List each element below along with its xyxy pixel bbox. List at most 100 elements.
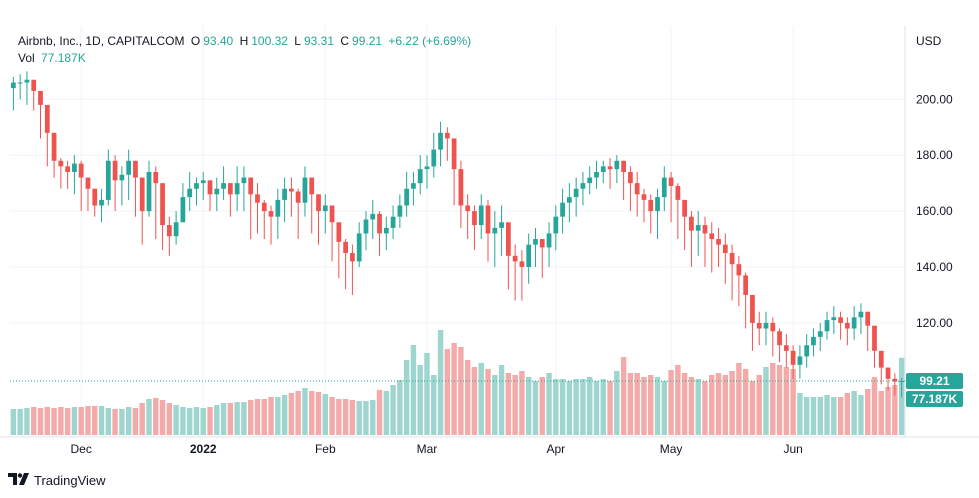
volume-bar [98, 406, 105, 435]
volume-bar [546, 373, 552, 435]
candle-body [621, 160, 626, 172]
candle-body [512, 255, 518, 262]
last-price-badge: 99.21 [906, 373, 963, 389]
tradingview-footer[interactable]: TradingView [8, 472, 106, 489]
change-value: +6.22 (+6.69%) [388, 34, 472, 48]
volume-bar [247, 400, 254, 435]
candle-body [811, 336, 816, 346]
volume-bar [159, 400, 166, 435]
volume-bar [858, 395, 864, 435]
volume-bar [31, 407, 37, 435]
volume-label[interactable]: Vol [18, 51, 35, 65]
candle-body [756, 322, 762, 329]
candle-body [404, 188, 410, 206]
volume-bar [349, 400, 356, 435]
volume-bar [580, 379, 586, 435]
candle-body [417, 169, 423, 184]
volume-bar [342, 399, 349, 435]
candle-body [872, 325, 877, 351]
volume-bar [220, 403, 227, 435]
candle-body [241, 177, 247, 184]
volume-bar [71, 407, 78, 435]
volume-bar [831, 397, 837, 435]
candle-body [763, 322, 769, 329]
volume-bar [675, 365, 681, 435]
candle-body [200, 180, 206, 184]
candle-body [85, 177, 91, 189]
volume-bar [356, 401, 362, 435]
high-value: 100.32 [251, 34, 288, 48]
candle-body [661, 177, 667, 198]
open-value: 93.40 [203, 34, 234, 48]
candle-body [126, 160, 132, 175]
volume-bar [817, 397, 823, 435]
volume-bar [478, 363, 484, 435]
volume-bar [871, 377, 878, 435]
candle-body [770, 322, 776, 332]
candle-body [282, 188, 287, 200]
volume-bar [397, 380, 403, 435]
candle-body [885, 367, 891, 379]
currency-label[interactable]: USD [916, 34, 942, 48]
candle-body [797, 356, 803, 365]
symbol-title[interactable]: Airbnb, Inc., 1D, CAPITALCOM [18, 34, 185, 48]
candle-body [153, 171, 159, 184]
volume-bar [607, 381, 613, 435]
volume-bar [498, 365, 505, 435]
volume-bar [892, 385, 898, 435]
candle-body [180, 197, 186, 223]
volume-bar [709, 375, 715, 435]
candle-body [533, 239, 538, 245]
candle-body [553, 216, 559, 234]
volume-bar [153, 398, 159, 435]
volume-bar [390, 385, 396, 435]
volume-bar [173, 405, 179, 435]
candle-body [207, 180, 213, 195]
volume-bar [424, 353, 430, 435]
candle-body [838, 317, 843, 323]
volume-bar [437, 330, 444, 435]
candle-body [865, 311, 871, 326]
volume-bar [573, 379, 579, 435]
volume-bar [193, 407, 200, 435]
volume-bar [376, 390, 383, 435]
candle-body [655, 197, 660, 212]
candle-body [92, 188, 98, 206]
candle-body [383, 227, 389, 234]
candle-body [316, 194, 321, 212]
volume-bar [166, 403, 173, 435]
candle-body [289, 188, 294, 192]
candle-body [831, 317, 837, 321]
volume-badge: 77.187K [906, 391, 963, 407]
candle-body [187, 188, 193, 198]
candle-body [227, 183, 233, 195]
candle-body [65, 166, 71, 172]
candle-body [24, 79, 30, 83]
volume-bar [458, 347, 464, 435]
candle-body [716, 239, 721, 245]
y-tick-label: 160.00 [916, 204, 953, 218]
candle-body [451, 138, 457, 170]
volume-bar [844, 393, 851, 435]
candle-body [465, 205, 471, 212]
candle-body [438, 132, 443, 150]
volume-bar [688, 377, 695, 435]
volume-bar [803, 397, 810, 435]
x-tick-label: May [660, 442, 683, 456]
candle-body [78, 163, 84, 178]
volume-bar [559, 379, 566, 435]
low-label: L [294, 34, 301, 48]
volume-bar [695, 379, 701, 435]
candle-body [709, 233, 715, 240]
volume-bar [451, 343, 457, 435]
volume-bar [525, 377, 532, 435]
volume-bar [302, 388, 308, 435]
volume-bar [261, 399, 267, 435]
volume-bar [614, 371, 620, 435]
volume-bar [770, 363, 776, 435]
candle-body [722, 244, 728, 254]
volume-bar [281, 395, 288, 435]
candle-body [112, 160, 118, 181]
volume-bar [532, 381, 539, 435]
